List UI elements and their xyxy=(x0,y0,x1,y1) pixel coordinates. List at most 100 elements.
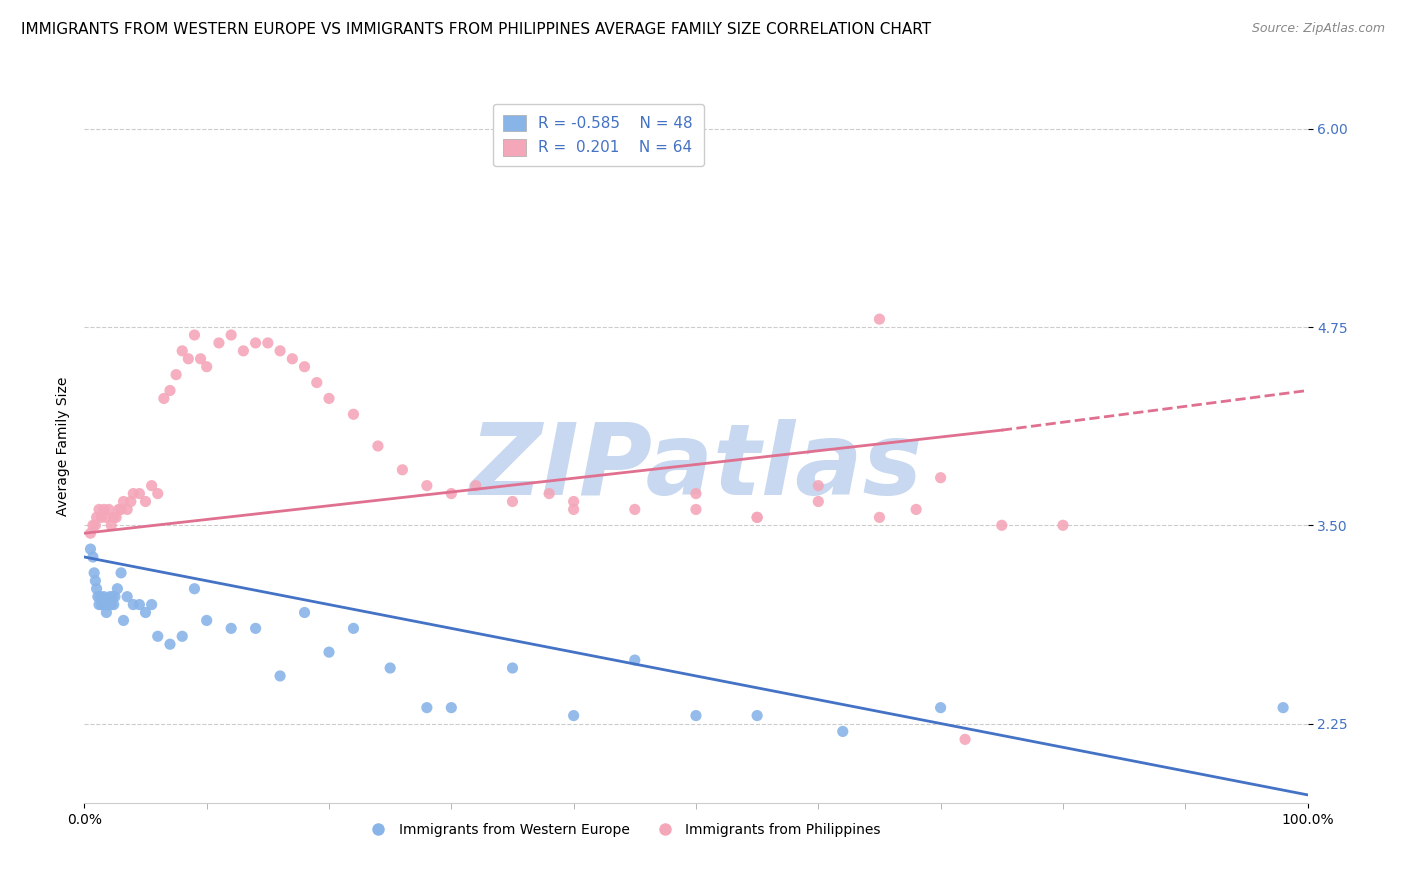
Point xyxy=(905,502,928,516)
Point xyxy=(624,502,647,516)
Point xyxy=(502,661,524,675)
Point xyxy=(79,542,101,557)
Point xyxy=(98,590,121,604)
Point xyxy=(87,598,110,612)
Point xyxy=(929,700,952,714)
Point xyxy=(380,661,402,675)
Point xyxy=(93,502,115,516)
Point xyxy=(294,359,316,374)
Point xyxy=(177,351,200,366)
Point xyxy=(104,590,127,604)
Point xyxy=(747,510,769,524)
Point xyxy=(101,590,124,604)
Point xyxy=(416,700,439,714)
Point xyxy=(83,566,105,580)
Point xyxy=(183,328,205,343)
Point xyxy=(141,598,163,612)
Point xyxy=(87,502,110,516)
Point xyxy=(342,407,364,421)
Point xyxy=(82,518,104,533)
Point xyxy=(172,629,194,643)
Point xyxy=(562,708,585,723)
Point xyxy=(245,335,267,350)
Point xyxy=(685,486,707,500)
Point xyxy=(1052,518,1074,533)
Point xyxy=(464,478,486,492)
Point xyxy=(831,724,853,739)
Point xyxy=(153,392,176,406)
Point xyxy=(257,335,280,350)
Point xyxy=(281,351,304,366)
Point xyxy=(128,598,150,612)
Point xyxy=(141,478,163,492)
Point xyxy=(120,494,142,508)
Legend: Immigrants from Western Europe, Immigrants from Philippines: Immigrants from Western Europe, Immigran… xyxy=(359,817,886,842)
Point xyxy=(79,526,101,541)
Point xyxy=(110,566,132,580)
Point xyxy=(97,598,120,612)
Point xyxy=(367,439,389,453)
Point xyxy=(195,359,218,374)
Point xyxy=(100,518,122,533)
Point xyxy=(146,629,169,643)
Point xyxy=(122,486,145,500)
Point xyxy=(91,598,114,612)
Point xyxy=(991,518,1014,533)
Point xyxy=(294,606,316,620)
Text: IMMIGRANTS FROM WESTERN EUROPE VS IMMIGRANTS FROM PHILIPPINES AVERAGE FAMILY SIZ: IMMIGRANTS FROM WESTERN EUROPE VS IMMIGR… xyxy=(21,22,931,37)
Point xyxy=(195,614,218,628)
Point xyxy=(97,502,120,516)
Point xyxy=(165,368,187,382)
Point xyxy=(208,335,231,350)
Point xyxy=(245,621,267,635)
Text: Source: ZipAtlas.com: Source: ZipAtlas.com xyxy=(1251,22,1385,36)
Point xyxy=(90,510,112,524)
Point xyxy=(94,598,117,612)
Point xyxy=(128,486,150,500)
Point xyxy=(110,502,132,516)
Point xyxy=(103,598,125,612)
Point xyxy=(953,732,976,747)
Point xyxy=(391,463,413,477)
Point xyxy=(342,621,364,635)
Point xyxy=(107,502,129,516)
Point xyxy=(105,510,128,524)
Point xyxy=(135,494,157,508)
Point xyxy=(159,637,181,651)
Point xyxy=(100,598,122,612)
Point xyxy=(807,494,830,508)
Point xyxy=(232,343,254,358)
Point xyxy=(86,510,108,524)
Point xyxy=(562,494,585,508)
Point xyxy=(440,700,463,714)
Point xyxy=(115,502,138,516)
Point xyxy=(115,590,138,604)
Point xyxy=(146,486,169,500)
Y-axis label: Average Family Size: Average Family Size xyxy=(56,376,70,516)
Point xyxy=(172,343,194,358)
Point xyxy=(416,478,439,492)
Point xyxy=(269,343,291,358)
Point xyxy=(869,510,891,524)
Point xyxy=(219,621,242,635)
Point xyxy=(112,494,135,508)
Point xyxy=(89,590,111,604)
Point xyxy=(807,478,830,492)
Point xyxy=(562,502,585,516)
Point xyxy=(685,708,707,723)
Point xyxy=(86,582,108,596)
Point xyxy=(929,471,952,485)
Point xyxy=(624,653,647,667)
Point xyxy=(103,510,125,524)
Point xyxy=(747,708,769,723)
Point xyxy=(112,614,135,628)
Point xyxy=(135,606,157,620)
Point xyxy=(869,312,891,326)
Text: ZIPatlas: ZIPatlas xyxy=(470,419,922,516)
Point xyxy=(93,590,115,604)
Point xyxy=(502,494,524,508)
Point xyxy=(122,598,145,612)
Point xyxy=(82,549,104,564)
Point xyxy=(183,582,205,596)
Point xyxy=(305,376,328,390)
